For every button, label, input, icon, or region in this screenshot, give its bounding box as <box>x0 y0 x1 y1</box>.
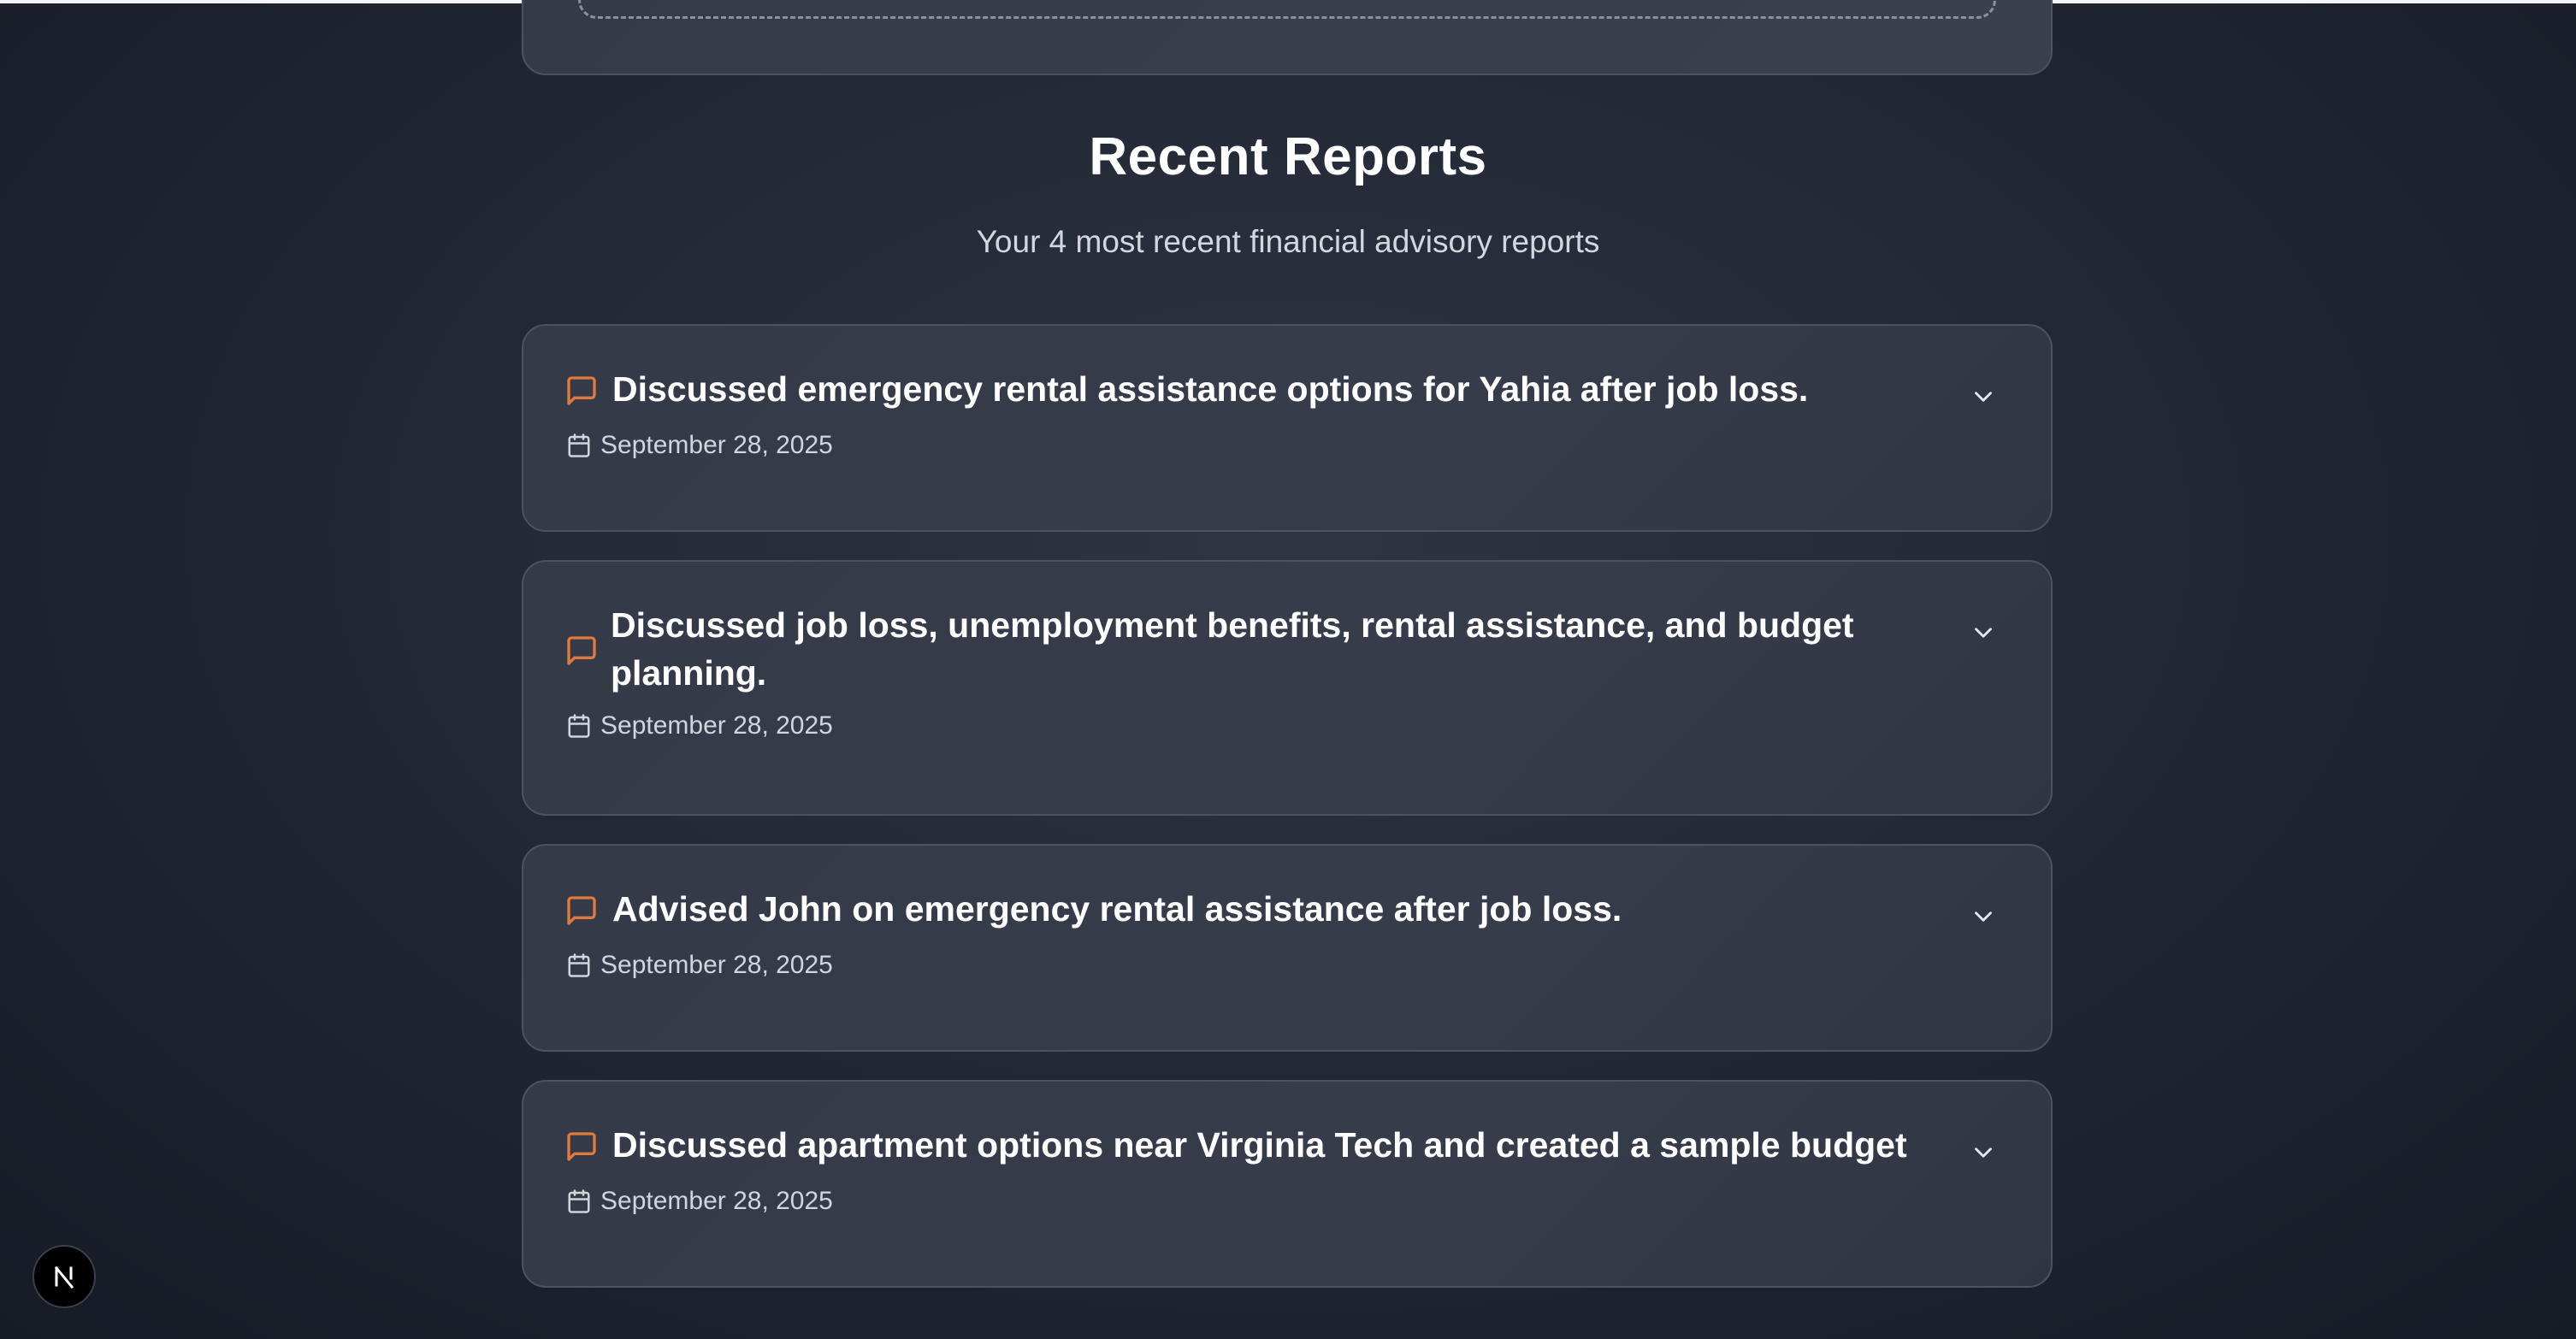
report-card[interactable]: Discussed emergency rental assistance op… <box>522 324 2053 532</box>
report-date: September 28, 2025 <box>600 951 833 979</box>
section-title: Recent Reports <box>1089 127 1487 186</box>
calendar-icon <box>568 714 590 738</box>
calendar-icon <box>568 434 590 457</box>
nextjs-logo-icon <box>54 1265 74 1289</box>
chevron-down-icon[interactable] <box>1969 902 1998 931</box>
report-card[interactable]: Advised John on emergency rental assista… <box>522 844 2053 1052</box>
report-title: Discussed apartment options near Virgini… <box>612 1125 1907 1165</box>
report-card[interactable]: Discussed job loss, unemployment benefit… <box>522 560 2053 816</box>
report-date: September 28, 2025 <box>600 1187 833 1215</box>
calendar-icon <box>568 953 590 977</box>
upload-dropzone[interactable] <box>578 0 1996 19</box>
message-square-icon <box>567 1132 596 1161</box>
chevron-down-icon[interactable] <box>1969 382 1998 411</box>
chevron-down-icon[interactable] <box>1969 618 1998 647</box>
nextjs-badge[interactable] <box>32 1245 96 1308</box>
message-square-icon <box>567 376 596 405</box>
report-title: Discussed job loss, unemployment benefit… <box>611 605 1854 693</box>
report-title: Discussed emergency rental assistance op… <box>612 369 1809 409</box>
message-square-icon <box>567 636 596 665</box>
upload-card <box>522 0 2053 75</box>
report-title: Advised John on emergency rental assista… <box>612 889 1622 929</box>
section-subtitle: Your 4 most recent financial advisory re… <box>976 224 1600 259</box>
report-date: September 28, 2025 <box>600 431 833 459</box>
message-square-icon <box>567 896 596 925</box>
report-date: September 28, 2025 <box>600 711 833 740</box>
calendar-icon <box>568 1189 590 1213</box>
report-card[interactable]: Discussed apartment options near Virgini… <box>522 1080 2053 1288</box>
chevron-down-icon[interactable] <box>1969 1138 1998 1167</box>
